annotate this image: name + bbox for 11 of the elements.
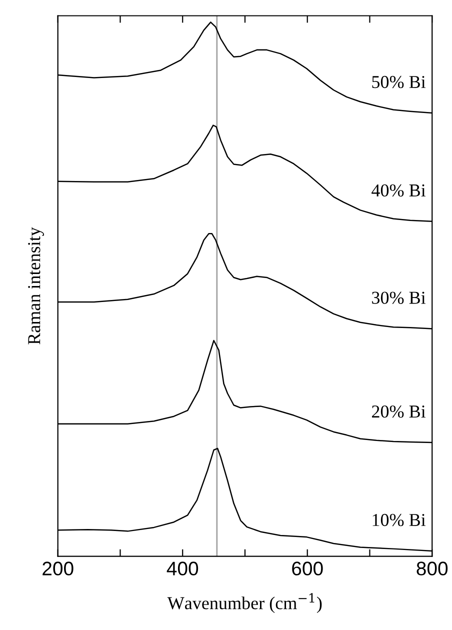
series-label: 40% Bi	[372, 184, 426, 197]
x-tick-label: 600	[292, 562, 323, 576]
series-label: 50% Bi	[372, 76, 426, 88]
series-label: 20% Bi	[372, 405, 426, 418]
x-tick-label: 800	[416, 562, 448, 576]
series-label: 30% Bi	[372, 292, 426, 304]
x-tick-label: 200	[42, 562, 74, 576]
x-tick-label: 400	[166, 562, 198, 576]
series-label: 10% Bi	[372, 514, 426, 526]
y-axis-title: Raman intensity	[28, 227, 44, 344]
x-axis-title: Wavenumber (cm$^{−1}$)	[167, 593, 322, 613]
